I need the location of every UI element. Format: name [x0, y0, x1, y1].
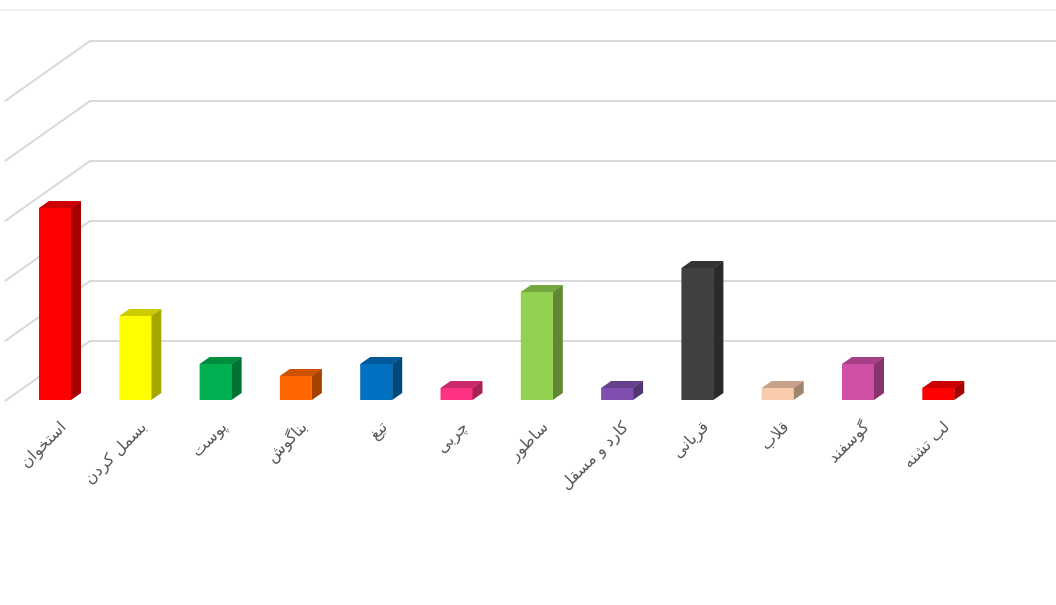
bar: [762, 388, 794, 400]
x-tick-label: استخوان: [16, 417, 71, 472]
bar: [601, 388, 633, 400]
bar: [521, 292, 553, 400]
bar: [922, 388, 954, 400]
x-tick-label: لب تشنه: [899, 417, 953, 471]
grid-line: [5, 221, 1056, 281]
x-tick-label: تیغ: [365, 417, 392, 444]
bar-side: [151, 309, 161, 400]
bar: [200, 364, 232, 400]
bar-side: [713, 261, 723, 400]
bar: [842, 364, 874, 400]
bar-side: [392, 357, 402, 400]
x-tick-label: بناگوش: [262, 417, 311, 466]
grid-line: [5, 41, 1056, 101]
grid-line: [5, 161, 1056, 221]
bar: [360, 364, 392, 400]
chart: استخوانبسمل کردن پوست بناگوش تیغ چربی ساطورکا…: [0, 0, 1056, 605]
bar-side: [71, 201, 81, 400]
x-tick-label: قلاب: [756, 417, 792, 453]
bar: [441, 388, 473, 400]
bar: [280, 376, 312, 400]
x-tick-label: چربی: [432, 417, 472, 457]
x-tick-label: ساطور: [504, 417, 552, 465]
x-tick-label: قربانی: [668, 417, 713, 462]
bar-side: [553, 285, 563, 400]
grid-line: [5, 101, 1056, 161]
bar-side: [874, 357, 884, 400]
x-tick-label: بسمل کردن: [80, 417, 151, 488]
bar-side: [232, 357, 242, 400]
x-tick-label: پوست: [187, 417, 231, 461]
x-tick-label: کارد و مسقل: [556, 417, 633, 494]
bar: [119, 316, 151, 400]
bar: [39, 208, 71, 400]
x-tick-label: گوسفند: [824, 417, 874, 467]
bar: [681, 268, 713, 400]
